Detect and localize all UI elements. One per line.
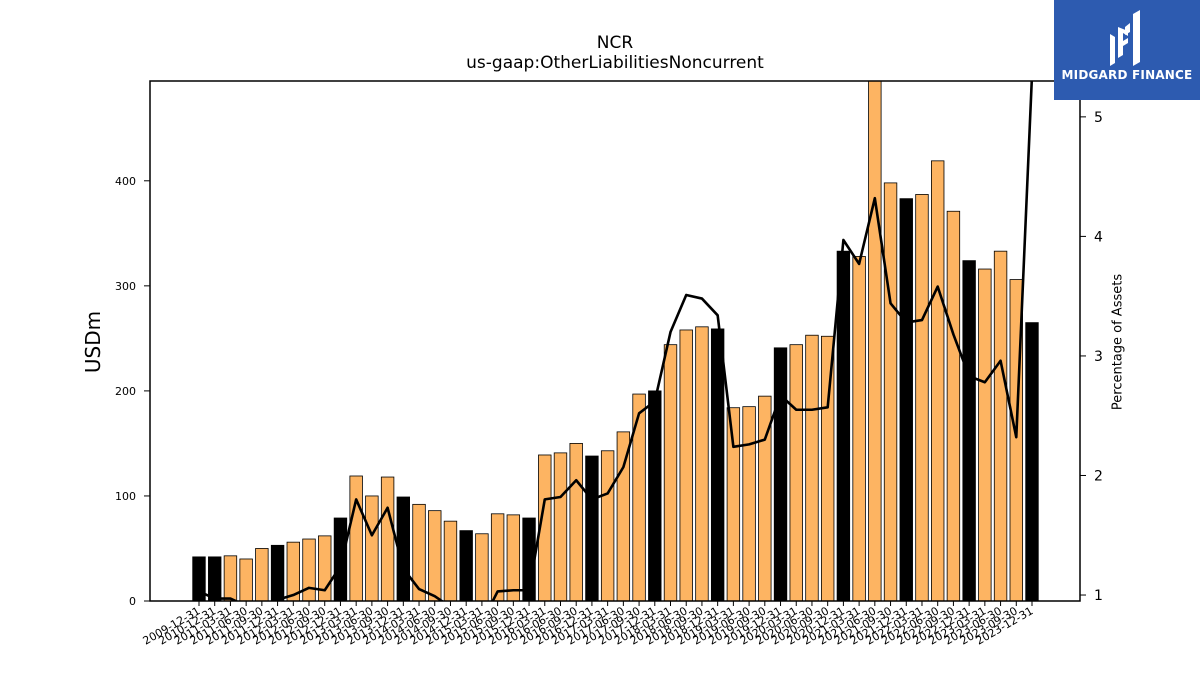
bar-2021-06-30 xyxy=(868,81,882,601)
bar-2019-06-30 xyxy=(742,406,756,601)
bar-series xyxy=(192,81,1039,601)
bar-2022-09-30 xyxy=(946,210,961,601)
bar-2020-12-31 xyxy=(836,250,851,601)
bar-2014-06-30 xyxy=(428,510,442,601)
bar-2017-06-30 xyxy=(616,431,631,601)
plot-frame xyxy=(149,80,1081,602)
bar-2023-06-30 xyxy=(993,250,1008,601)
bar-2023-03-31 xyxy=(978,268,992,601)
bar-2019-09-30 xyxy=(758,395,772,601)
bar-2018-06-30 xyxy=(679,329,693,601)
line-series xyxy=(198,81,1034,601)
bar-2018-03-31 xyxy=(663,344,678,601)
bar-2017-12-31 xyxy=(648,390,662,601)
midgard-finance-logo: MIDGARD FINANCE xyxy=(1054,0,1200,100)
right-y-axis: 1 2 3 4 5 xyxy=(1080,110,1103,604)
y2-tick-label: 3 xyxy=(1094,349,1103,365)
y-axis-label: USDm xyxy=(81,310,105,374)
bar-2016-03-31 xyxy=(538,454,552,601)
bar-2022-12-31 xyxy=(962,260,976,601)
chart-title: NCR xyxy=(596,33,634,53)
x-axis: 2009-12-312010-12-312011-03-312011-06-30… xyxy=(141,601,1036,648)
bar-2022-03-31 xyxy=(915,194,929,601)
bar-2012-06-30 xyxy=(302,538,316,601)
bar-2022-06-30 xyxy=(931,160,945,601)
y2-tick-label: 2 xyxy=(1094,468,1103,484)
bar-2014-03-31 xyxy=(412,503,426,601)
y2-tick-label: 4 xyxy=(1094,229,1103,245)
logo-mark-icon xyxy=(1110,10,1140,66)
bar-2020-06-30 xyxy=(805,334,819,601)
bar-2016-06-30 xyxy=(553,452,568,601)
bar-2015-03-31 xyxy=(475,533,489,601)
bar-2013-03-31 xyxy=(349,475,363,601)
bar-2019-12-31 xyxy=(773,347,788,601)
bar-2016-12-31 xyxy=(585,455,599,601)
bar-2020-09-30 xyxy=(820,335,835,601)
bar-2021-09-30 xyxy=(883,182,898,601)
bar-2018-09-30 xyxy=(695,326,709,601)
bar-2014-12-31 xyxy=(459,530,473,601)
bar-2021-12-31 xyxy=(899,198,913,601)
bar-2011-03-31 xyxy=(223,555,238,601)
bar-2012-12-31 xyxy=(333,517,348,601)
bar-2015-09-30 xyxy=(506,514,521,601)
y2-tick-label: 1 xyxy=(1094,588,1103,604)
bar-2016-09-30 xyxy=(569,443,583,601)
bar-2011-06-30 xyxy=(239,558,253,601)
y-tick-label: 200 xyxy=(115,385,136,398)
left-y-axis: 0 100 200 300 400 xyxy=(115,175,150,608)
bar-2013-06-30 xyxy=(365,495,379,601)
chart-subtitle: us-gaap:OtherLiabilitiesNoncurrent xyxy=(466,53,764,73)
bar-2009-12-31 xyxy=(192,556,206,601)
bar-2014-09-30 xyxy=(443,520,458,601)
y-tick-label: 300 xyxy=(115,280,136,293)
y-tick-label: 400 xyxy=(115,175,136,188)
y-tick-label: 0 xyxy=(129,595,136,608)
bar-2023-12-31 xyxy=(1025,322,1039,601)
bar-2020-03-31 xyxy=(789,344,803,601)
y2-tick-label: 5 xyxy=(1094,110,1103,126)
bar-2015-06-30 xyxy=(490,513,505,601)
bar-2018-12-31 xyxy=(710,328,725,601)
bar-2021-03-31 xyxy=(852,256,866,601)
bar-2010-12-31 xyxy=(208,556,222,601)
logo-text: MIDGARD FINANCE xyxy=(1061,68,1193,82)
bar-2011-12-31 xyxy=(270,544,285,601)
bar-2011-09-30 xyxy=(255,548,269,601)
bar-2017-03-31 xyxy=(600,450,615,601)
bar-2013-09-30 xyxy=(380,476,395,601)
y-tick-label: 100 xyxy=(115,490,136,503)
percentage-line xyxy=(198,81,1034,601)
y2-axis-label: Percentage of Assets xyxy=(1110,273,1126,411)
